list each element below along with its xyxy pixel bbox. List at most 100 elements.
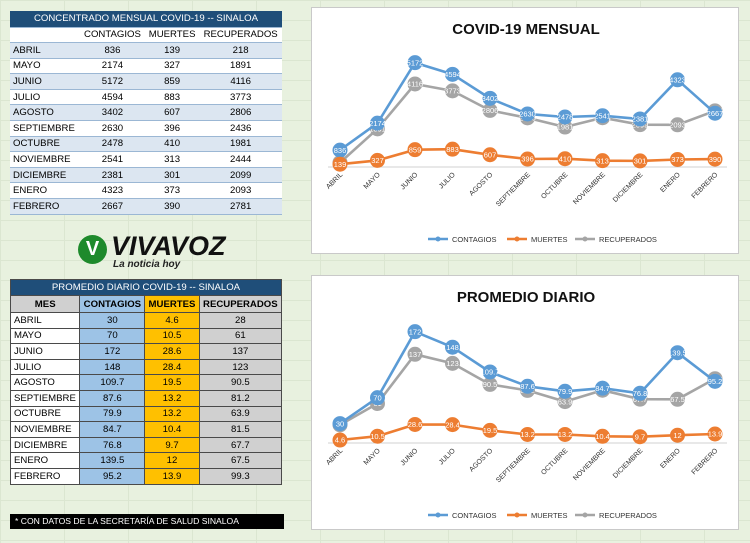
data-point	[370, 152, 385, 168]
data-label: 2541	[594, 111, 611, 120]
data-point	[445, 141, 460, 157]
table-row: JUNIO 5172 859 4116	[10, 73, 282, 90]
month-cell: NOVIEMBRE	[10, 151, 81, 168]
value-cell: 10.4	[144, 421, 200, 438]
table-row: SEPTIEMBRE 2630 396 2436	[10, 120, 282, 137]
data-point	[670, 391, 685, 407]
value-cell: 90.5	[198, 374, 283, 391]
data-label: 90.5	[483, 380, 498, 389]
data-label: 301	[634, 157, 647, 166]
value-cell: 4.6	[144, 312, 200, 329]
data-label: 70	[373, 393, 381, 402]
legend-label: RECUPERADOS	[599, 235, 657, 244]
data-label: 9.7	[635, 432, 645, 441]
data-point	[445, 355, 460, 371]
logo-tagline: La noticia hoy	[113, 259, 181, 270]
data-label: 327	[371, 156, 384, 165]
data-point	[332, 156, 348, 172]
value-cell: 1891	[199, 58, 282, 75]
data-label: 2174	[369, 119, 386, 128]
data-label: 2806	[482, 106, 499, 115]
value-cell: 63.9	[198, 405, 283, 423]
chart-title: COVID-19 MENSUAL	[452, 21, 600, 38]
value-cell: 19.5	[144, 374, 200, 391]
data-label: 4323	[669, 75, 686, 84]
data-label: 13.2	[558, 430, 573, 439]
x-tick-label: NOVIEMBRE	[572, 447, 607, 482]
value-cell: 396	[144, 120, 200, 137]
value-cell: 28.4	[144, 358, 200, 376]
value-cell: 2806	[199, 104, 282, 122]
data-label: 836	[334, 146, 347, 155]
value-cell: 139	[144, 42, 200, 59]
data-point	[407, 416, 423, 432]
column-header	[10, 27, 81, 44]
data-label: 5172	[407, 58, 424, 67]
legend-marker	[435, 236, 441, 242]
x-tick-label: JUNIO	[400, 171, 420, 191]
month-cell: DICIEMBRE	[9, 436, 81, 454]
month-cell: FEBRERO	[9, 467, 81, 485]
data-point	[632, 429, 648, 445]
monthly-line-chart: COVID-19 MENSUAL ABRIL MAYO JUNIO JULIO AGOST…	[325, 21, 727, 244]
x-tick-label: ENERO	[659, 171, 682, 194]
x-tick-label: DICIEMBRE	[612, 171, 645, 204]
column-header: CONTAGIOS	[79, 295, 146, 313]
x-tick-label: AGOSTO	[468, 447, 494, 473]
data-label: 67.5	[670, 395, 685, 404]
value-cell: 13.9	[144, 467, 200, 485]
value-cell: 2781	[199, 198, 282, 215]
data-point	[407, 142, 423, 158]
data-label: 4594	[444, 70, 461, 79]
table-row: ENERO 139.5 12 67.5	[9, 452, 283, 469]
x-tick-label: AGOSTO	[468, 171, 494, 197]
data-label: 28.4	[445, 420, 460, 429]
data-point	[632, 385, 648, 401]
month-cell: SEPTIEMBRE	[9, 389, 81, 407]
value-cell: 30	[79, 312, 146, 329]
value-cell: 2381	[80, 167, 145, 184]
table-row: JUNIO 172 28.6 137	[9, 343, 283, 360]
data-label: 137	[409, 350, 422, 359]
value-cell: 301	[144, 167, 200, 184]
logo-mark: V	[78, 235, 107, 264]
data-label: 607	[484, 150, 497, 159]
month-cell: ENERO	[10, 182, 81, 200]
value-cell: 12	[144, 452, 200, 469]
data-point	[520, 151, 535, 167]
value-cell: 327	[144, 58, 200, 75]
month-cell: OCTUBRE	[10, 136, 81, 153]
month-cell: MAYO	[10, 58, 81, 75]
data-point	[482, 90, 498, 106]
data-label: 396	[521, 155, 534, 164]
x-tick-label: MAYO	[363, 171, 383, 191]
value-cell: 76.8	[79, 436, 146, 454]
table-row: AGOSTO 109.7 19.5 90.5	[9, 374, 283, 391]
column-header: CONTAGIOS	[80, 27, 145, 44]
monthly-chart-panel: COVID-19 MENSUAL ABRIL MAYO JUNIO JULIO AGOST…	[311, 7, 739, 254]
x-tick-label: FEBRERO	[691, 447, 720, 476]
column-header: MUERTES	[144, 27, 200, 44]
month-cell: FEBRERO	[10, 198, 81, 215]
value-cell: 1981	[199, 136, 282, 153]
data-point	[482, 147, 498, 163]
data-point	[520, 426, 535, 442]
data-label: 84.7	[595, 384, 610, 393]
value-cell: 13.2	[144, 405, 200, 423]
data-point	[445, 417, 460, 433]
data-point	[632, 111, 648, 127]
data-point	[482, 376, 498, 392]
value-cell: 218	[199, 42, 282, 59]
data-label: 139.5	[668, 348, 687, 357]
data-label: 390	[709, 155, 722, 164]
data-point	[632, 153, 648, 169]
daily-line-chart: PROMEDIO DIARIO ABRIL MAYO JUNIO JULIO AGOSTO…	[325, 289, 727, 520]
data-label: 3773	[444, 87, 461, 96]
data-label: 12	[673, 431, 681, 440]
data-label: 883	[446, 145, 459, 154]
table-row: DICIEMBRE 2381 301 2099	[10, 167, 282, 184]
data-point	[670, 72, 685, 88]
value-cell: 390	[144, 198, 200, 215]
data-point	[482, 102, 498, 118]
table-title: PROMEDIO DIARIO COVID-19 -- SINALOA	[10, 279, 282, 296]
